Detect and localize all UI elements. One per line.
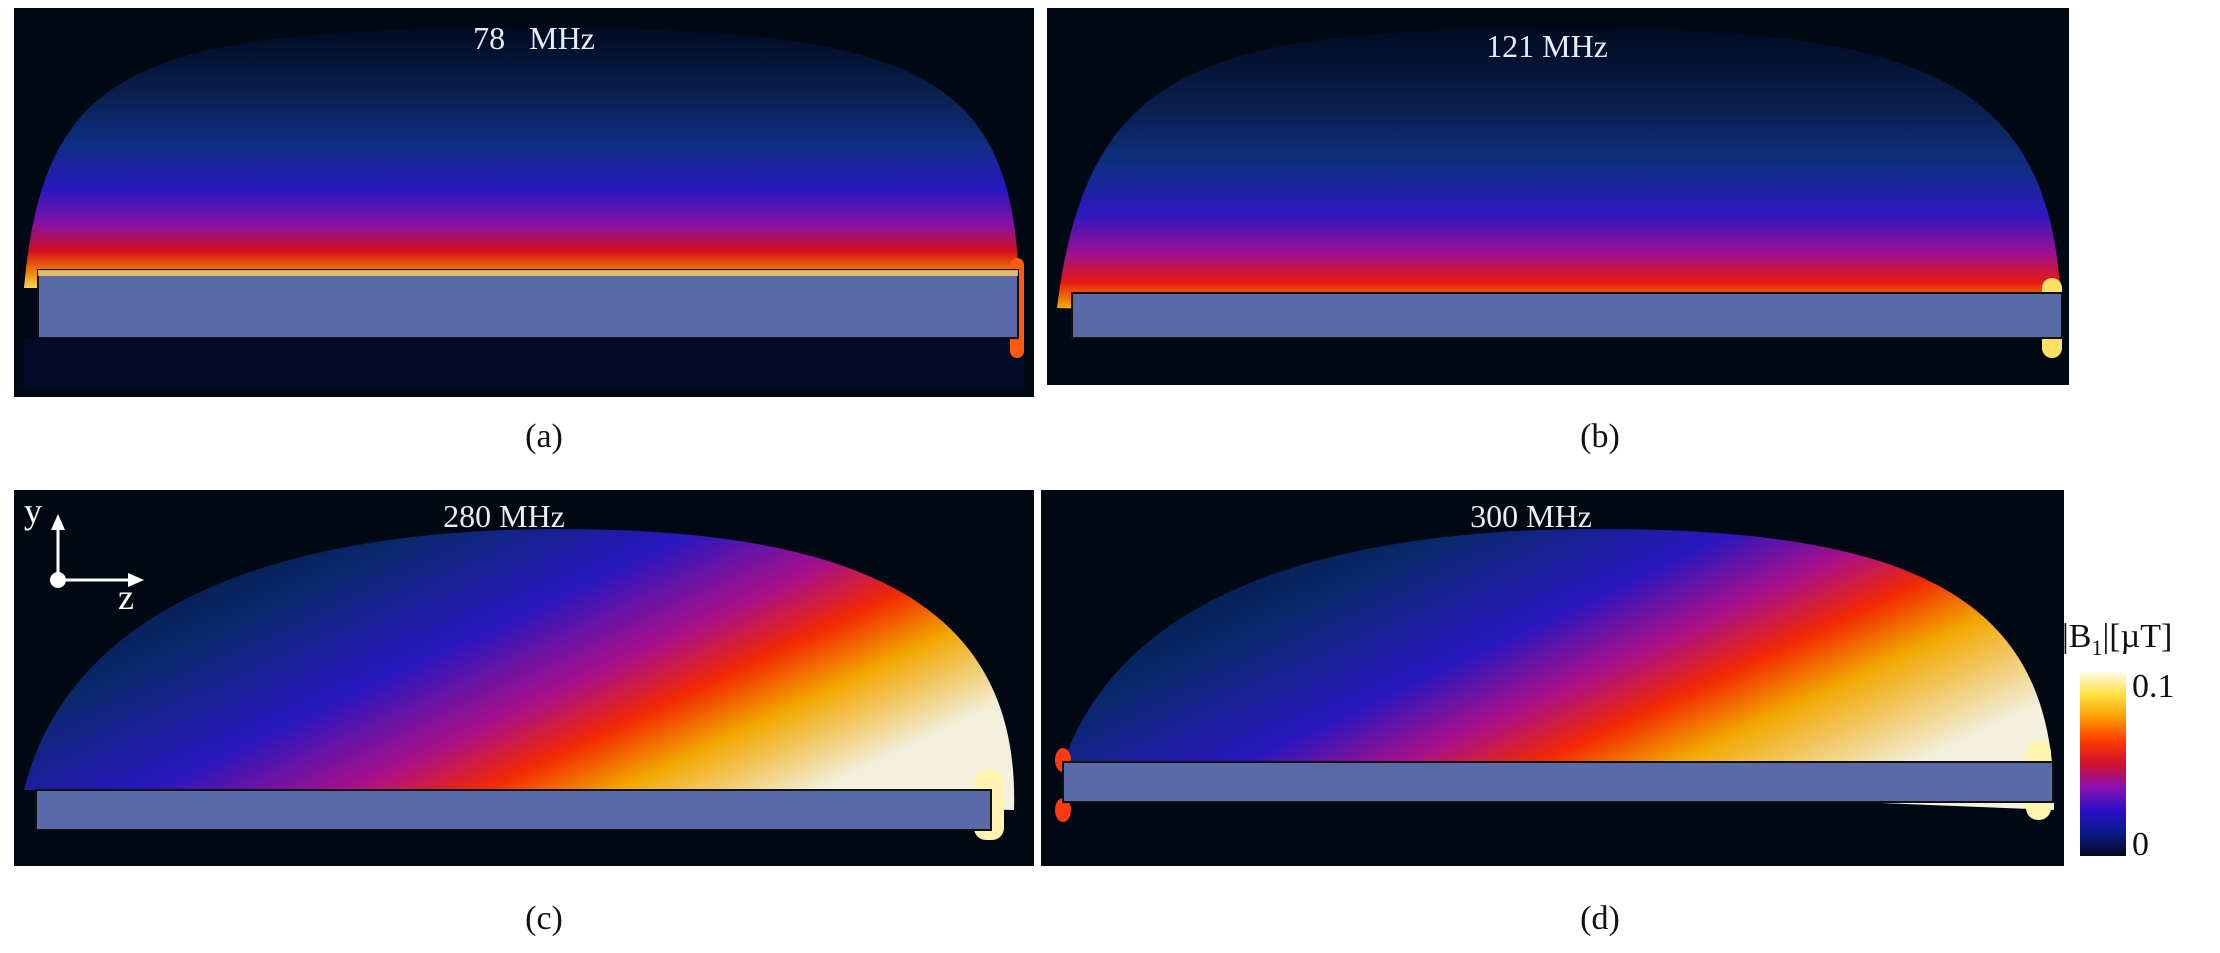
frequency-label-a: 78 MHz xyxy=(473,20,595,56)
field-map-panel-c: 280 MHz y z xyxy=(14,490,1034,866)
field-map-panel-a: 78 MHz xyxy=(14,8,1034,397)
field-map-c xyxy=(24,514,1015,840)
frequency-label-b: 121 MHz xyxy=(1486,28,1608,64)
z-axis-label: z xyxy=(118,577,134,617)
frequency-label-d: 300 MHz xyxy=(1470,498,1592,534)
panel-caption-d: (d) xyxy=(1580,900,1620,937)
colorbar-max-label: 0.1 xyxy=(2132,668,2175,705)
field-map-d xyxy=(1055,528,2055,822)
colorbar-title: |B1|[µT] xyxy=(2062,618,2173,660)
colorbar xyxy=(2080,672,2126,856)
field-map-b xyxy=(1057,28,2063,358)
panel-caption-b: (b) xyxy=(1580,418,1620,455)
y-axis-label: y xyxy=(24,491,42,531)
colorbar-min-label: 0 xyxy=(2132,826,2149,863)
panel-caption-a: (a) xyxy=(525,418,563,455)
frequency-label-c: 280 MHz xyxy=(443,498,565,534)
panel-caption-c: (c) xyxy=(525,900,563,937)
field-map-panel-d: 300 MHz xyxy=(1041,490,2064,866)
field-map-panel-b: 121 MHz xyxy=(1047,8,2069,385)
field-map-a xyxy=(24,28,1024,388)
